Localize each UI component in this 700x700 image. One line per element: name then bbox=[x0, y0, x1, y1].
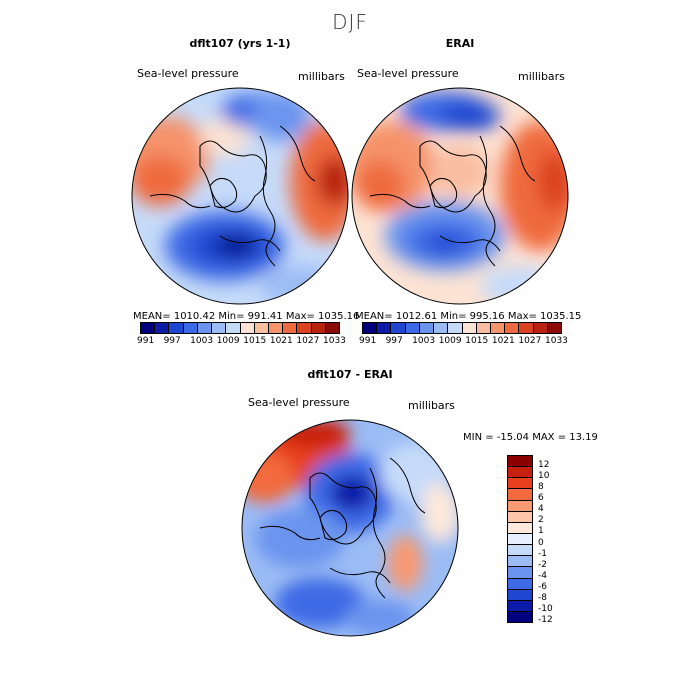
colorbar-swatch bbox=[508, 533, 532, 546]
colorbar-tick-label: 0 bbox=[538, 537, 544, 548]
panel-2-map bbox=[351, 87, 569, 305]
colorbar-swatch bbox=[508, 589, 532, 601]
colorbar-tick-label: -2 bbox=[538, 559, 547, 570]
colorbar-swatch bbox=[462, 323, 477, 333]
colorbar-swatch bbox=[508, 611, 532, 623]
colorbar-swatch bbox=[268, 323, 284, 333]
colorbar-swatch bbox=[197, 323, 213, 333]
panel-2-colorbar bbox=[362, 322, 562, 334]
colorbar-swatch bbox=[508, 511, 532, 523]
colorbar-tick-label: 1003 bbox=[412, 336, 436, 346]
colorbar-swatch bbox=[419, 323, 435, 333]
colorbar-tick-label: 1033 bbox=[323, 336, 346, 346]
colorbar-swatch bbox=[508, 545, 532, 557]
colorbar-tick-label: 1027 bbox=[296, 336, 320, 346]
panel-3-variable-label: Sea-level pressure bbox=[248, 396, 350, 409]
colorbar-swatch bbox=[254, 323, 269, 333]
colorbar-swatch bbox=[169, 323, 184, 333]
colorbar-tick-label: 997 bbox=[385, 336, 403, 346]
colorbar-tick-label: 12 bbox=[538, 460, 550, 471]
colorbar-swatch bbox=[311, 323, 326, 333]
panel-1-variable-label: Sea-level pressure bbox=[137, 67, 239, 80]
colorbar-swatch bbox=[547, 323, 562, 333]
panel-2-variable-label: Sea-level pressure bbox=[357, 67, 459, 80]
colorbar-swatch bbox=[226, 323, 241, 333]
colorbar-tick-label: -1 bbox=[538, 548, 547, 559]
colorbar-tick-label: 1021 bbox=[491, 336, 515, 346]
colorbar-swatch bbox=[505, 323, 520, 333]
colorbar-tick-label: -4 bbox=[538, 570, 547, 581]
colorbar-swatch bbox=[508, 478, 532, 490]
colorbar-swatch bbox=[508, 556, 532, 568]
colorbar-swatch bbox=[519, 323, 534, 333]
season-title: DJF bbox=[332, 10, 368, 34]
colorbar-tick-label: 1015 bbox=[465, 336, 489, 346]
colorbar-tick-label: 2 bbox=[538, 515, 544, 526]
colorbar-swatch bbox=[141, 323, 156, 333]
panel-1-map bbox=[131, 87, 349, 305]
colorbar-tick-label: 1021 bbox=[269, 336, 293, 346]
colorbar-tick-label: 10 bbox=[538, 471, 550, 482]
colorbar-swatch bbox=[533, 323, 548, 333]
colorbar-swatch bbox=[155, 323, 170, 333]
colorbar-swatch bbox=[508, 456, 532, 468]
colorbar-swatch bbox=[508, 500, 532, 512]
colorbar-tick-label: 1009 bbox=[438, 336, 462, 346]
colorbar-tick-label: 8 bbox=[538, 482, 544, 493]
panel-1-stats: MEAN= 1010.42 Min= 991.41 Max= 1035.16 bbox=[133, 311, 360, 322]
colorbar-swatch bbox=[183, 323, 198, 333]
colorbar-swatch bbox=[508, 567, 532, 579]
colorbar-swatch bbox=[212, 323, 227, 333]
colorbar-tick-label: 6 bbox=[538, 493, 544, 504]
panel-1-colorbar bbox=[140, 322, 340, 334]
colorbar-swatch bbox=[391, 323, 406, 333]
colorbar-swatch bbox=[434, 323, 449, 333]
colorbar-swatch bbox=[377, 323, 392, 333]
panel-1-title: dflt107 (yrs 1-1) bbox=[189, 37, 291, 50]
colorbar-tick-label: 1003 bbox=[190, 336, 214, 346]
panel-2-stats: MEAN= 1012.61 Min= 995.16 Max= 1035.15 bbox=[355, 311, 582, 322]
colorbar-tick-label: 991 bbox=[359, 336, 377, 346]
colorbar-tick-label: 1 bbox=[538, 526, 544, 537]
colorbar-tick-label: 991 bbox=[137, 336, 155, 346]
panel-3-title: dflt107 - ERAI bbox=[307, 368, 393, 381]
panel-3-colorbar bbox=[507, 455, 533, 623]
panel-1-units-label: millibars bbox=[298, 70, 345, 83]
colorbar-swatch bbox=[363, 323, 378, 333]
colorbar-tick-label: 1033 bbox=[545, 336, 568, 346]
colorbar-swatch bbox=[490, 323, 506, 333]
colorbar-tick-label: -8 bbox=[538, 592, 547, 603]
colorbar-swatch bbox=[476, 323, 491, 333]
colorbar-swatch bbox=[508, 578, 532, 590]
panel-2-units-label: millibars bbox=[518, 70, 565, 83]
colorbar-tick-label: 1015 bbox=[243, 336, 267, 346]
panel-2-title: ERAI bbox=[445, 37, 475, 50]
colorbar-swatch bbox=[325, 323, 340, 333]
colorbar-tick-label: -6 bbox=[538, 581, 547, 592]
panel-3-stats: MIN = -15.04 MAX = 13.19 bbox=[463, 432, 598, 443]
colorbar-swatch bbox=[405, 323, 420, 333]
colorbar-swatch bbox=[508, 600, 532, 612]
colorbar-swatch bbox=[240, 323, 255, 333]
colorbar-swatch bbox=[508, 467, 532, 479]
colorbar-tick-label: 1009 bbox=[216, 336, 240, 346]
panel-3-map bbox=[241, 419, 459, 637]
colorbar-tick-label: -10 bbox=[538, 603, 553, 614]
colorbar-swatch bbox=[508, 489, 532, 501]
colorbar-swatch bbox=[297, 323, 312, 333]
panel-3-units-label: millibars bbox=[408, 399, 455, 412]
colorbar-swatch bbox=[283, 323, 298, 333]
colorbar-swatch bbox=[508, 522, 532, 534]
colorbar-swatch bbox=[448, 323, 463, 333]
colorbar-tick-label: 1027 bbox=[518, 336, 542, 346]
colorbar-tick-label: 997 bbox=[163, 336, 181, 346]
colorbar-tick-label: 4 bbox=[538, 504, 544, 515]
colorbar-tick-label: -12 bbox=[538, 615, 553, 625]
